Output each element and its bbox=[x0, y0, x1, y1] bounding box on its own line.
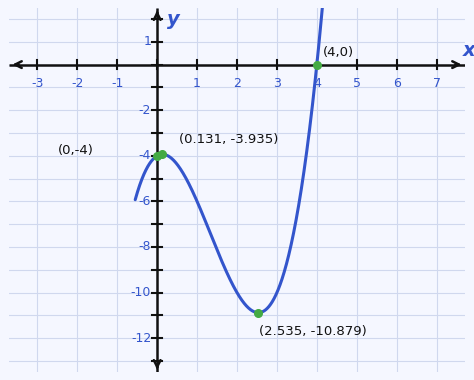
Text: (2.535, -10.879): (2.535, -10.879) bbox=[259, 325, 367, 338]
Text: (0,-4): (0,-4) bbox=[57, 144, 93, 157]
Text: -2: -2 bbox=[139, 104, 151, 117]
Text: 5: 5 bbox=[353, 77, 361, 90]
Text: -10: -10 bbox=[131, 286, 151, 299]
Text: -6: -6 bbox=[139, 195, 151, 208]
Text: 7: 7 bbox=[433, 77, 440, 90]
Text: 2: 2 bbox=[233, 77, 241, 90]
Text: -12: -12 bbox=[131, 332, 151, 345]
Text: 1: 1 bbox=[143, 35, 151, 48]
Text: -8: -8 bbox=[139, 241, 151, 253]
Text: y: y bbox=[167, 10, 180, 29]
Text: 3: 3 bbox=[273, 77, 281, 90]
Text: (0.131, -3.935): (0.131, -3.935) bbox=[179, 133, 279, 146]
Text: 1: 1 bbox=[193, 77, 201, 90]
Text: -2: -2 bbox=[71, 77, 83, 90]
Text: -4: -4 bbox=[139, 149, 151, 162]
Text: -3: -3 bbox=[31, 77, 44, 90]
Text: x: x bbox=[463, 41, 474, 60]
Text: -1: -1 bbox=[111, 77, 123, 90]
Text: (4,0): (4,0) bbox=[323, 46, 354, 59]
Text: 4: 4 bbox=[313, 77, 321, 90]
Text: 6: 6 bbox=[393, 77, 401, 90]
